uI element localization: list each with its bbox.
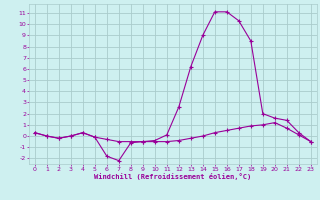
X-axis label: Windchill (Refroidissement éolien,°C): Windchill (Refroidissement éolien,°C) [94, 173, 252, 180]
